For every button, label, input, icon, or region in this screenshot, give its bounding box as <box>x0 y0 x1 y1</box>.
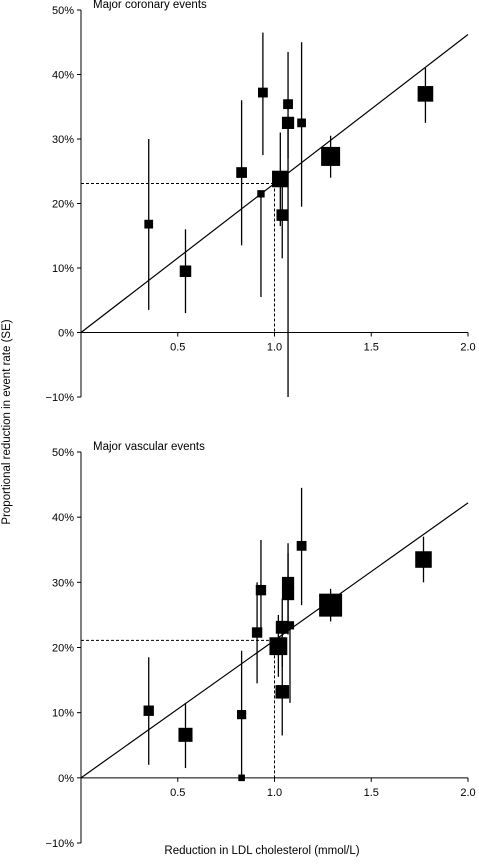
y-tick-label: 20% <box>52 199 74 211</box>
x-tick-label: 0.5 <box>170 787 185 799</box>
y-tick-label: 0% <box>58 328 74 340</box>
data-point-marker <box>296 540 307 551</box>
data-point-marker <box>276 209 288 221</box>
data-point-marker <box>237 710 247 720</box>
y-tick-label: 50% <box>52 5 74 17</box>
data-point-marker <box>275 620 289 634</box>
y-tick-label: 0% <box>58 773 74 785</box>
data-point-marker <box>283 99 293 110</box>
data-point-marker <box>415 551 432 568</box>
data-point-marker <box>178 727 193 742</box>
y-tick-label: −10% <box>46 838 75 850</box>
panel-2: −10% 0% 10% 20% 30% 40% 50% 0.5 1.0 1.5 2.0 Major v… <box>46 441 476 850</box>
data-point-marker <box>275 685 289 699</box>
y-tick-label: 10% <box>52 708 74 720</box>
data-point-marker <box>236 167 247 178</box>
x-tick-label: 0.5 <box>170 342 185 354</box>
data-point-marker <box>257 87 268 98</box>
x-tick-label: 1.0 <box>267 787 282 799</box>
panel-title: Major coronary events <box>93 0 207 11</box>
data-point-marker <box>321 146 341 166</box>
data-point-marker <box>297 118 306 128</box>
data-point-marker <box>257 190 265 198</box>
panel-title: Major vascular events <box>93 441 205 453</box>
x-tick-label: 2.0 <box>460 787 475 799</box>
data-point-marker <box>143 705 154 716</box>
x-tick-label: 2.0 <box>460 342 475 354</box>
y-tick-label: 40% <box>52 512 74 524</box>
y-tick-label: 20% <box>52 643 74 655</box>
y-tick-label: 50% <box>52 447 74 459</box>
data-point-marker <box>281 116 295 129</box>
x-tick-label: 1.5 <box>364 342 379 354</box>
data-point-marker <box>319 593 343 617</box>
data-point-marker <box>269 637 288 656</box>
data-point-marker <box>251 627 263 638</box>
y-axis-title: Proportional reduction in event rate (SE… <box>1 319 13 524</box>
x-tick-label: 1.5 <box>364 787 379 799</box>
y-tick-label: −10% <box>46 392 75 404</box>
data-point-marker <box>272 170 289 188</box>
y-tick-label: 30% <box>52 577 74 589</box>
panel-1: −10% 0% 10% 20% 30% 40% 50% 0.5 1.0 1.5 2.0 Major c… <box>46 0 476 404</box>
data-point-marker <box>179 265 192 277</box>
data-point-marker <box>285 621 295 630</box>
data-point-marker <box>417 86 434 102</box>
x-axis-title: Reduction in LDL cholesterol (mmol/L) <box>164 845 359 857</box>
data-point-marker <box>144 219 154 229</box>
y-tick-label: 10% <box>52 263 74 275</box>
data-point-marker <box>281 576 295 590</box>
y-tick-label: 40% <box>52 70 74 82</box>
data-point-marker <box>238 774 245 782</box>
data-point-marker <box>255 584 267 596</box>
y-tick-label: 30% <box>52 134 74 146</box>
x-tick-label: 1.0 <box>267 342 282 354</box>
